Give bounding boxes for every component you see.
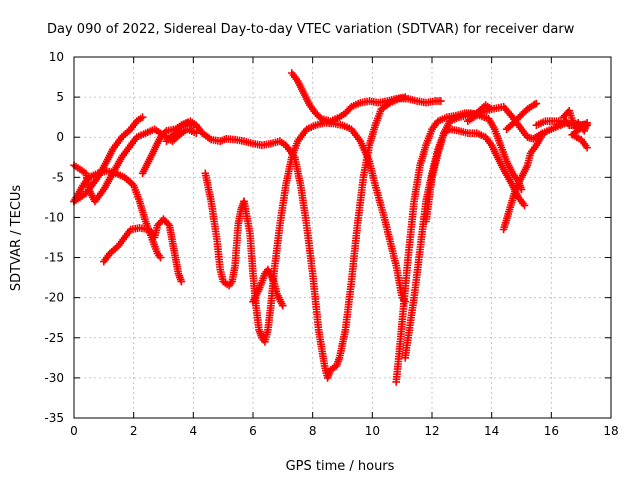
data-point [520, 201, 529, 210]
y-tick-label: -5 [52, 170, 64, 184]
y-tick-label: 0 [56, 130, 64, 144]
data-point [517, 185, 526, 194]
series-layer [70, 69, 591, 386]
data-point [177, 277, 186, 286]
x-tick-label: 10 [365, 424, 380, 438]
data-point [279, 301, 287, 310]
tick-layer: 0 2 4 6 8 10 12 14 16 18 10 5 0 -5 -10 -15 -20 -25 -30 -35 [44, 50, 618, 438]
series-arc-11 [392, 109, 526, 386]
x-tick-label: 12 [424, 424, 439, 438]
x-tick-label: 8 [309, 424, 317, 438]
series-arc-10 [288, 69, 409, 125]
x-tick-label: 18 [603, 424, 618, 438]
grid-layer [74, 57, 611, 418]
data-point [437, 97, 445, 105]
x-tick-label: 4 [190, 424, 198, 438]
data-point [532, 99, 541, 108]
data-point [401, 93, 409, 101]
series-arc-6 [162, 119, 198, 145]
series-arc-16 [502, 99, 541, 133]
x-tick-label: 6 [249, 424, 257, 438]
data-point [538, 131, 547, 139]
series-arc-7 [201, 169, 248, 290]
series-arc-18 [559, 106, 591, 152]
data-point [189, 121, 198, 129]
chart-title: Day 090 of 2022, Sidereal Day-to-day VTE… [47, 22, 575, 37]
x-axis-label: GPS time / hours [286, 459, 395, 474]
y-axis-label: SDTVAR / TECUs [9, 185, 24, 292]
data-point [138, 113, 147, 121]
y-tick-label: 10 [49, 50, 64, 64]
series-arc-9 [249, 265, 287, 310]
data-point [192, 129, 201, 137]
y-tick-label: -15 [44, 251, 64, 265]
y-tick-label: -25 [44, 331, 64, 345]
series-arc-2 [70, 113, 147, 206]
series-arc-3 [70, 167, 165, 262]
series-arc-8 [240, 119, 409, 346]
series-arc-15 [499, 131, 547, 234]
y-tick-label: 5 [56, 90, 64, 104]
y-tick-label: -10 [44, 210, 64, 224]
y-tick-label: -30 [44, 371, 64, 385]
x-tick-label: 0 [70, 424, 78, 438]
y-tick-label: -35 [44, 411, 64, 425]
series-arc-4 [100, 215, 186, 286]
plot-frame [73, 56, 612, 419]
data-point [156, 253, 165, 262]
x-tick-label: 16 [544, 424, 559, 438]
y-tick-label: -20 [44, 291, 64, 305]
x-tick-label: 2 [130, 424, 138, 438]
x-tick-label: 14 [484, 424, 499, 438]
data-point [583, 143, 591, 152]
